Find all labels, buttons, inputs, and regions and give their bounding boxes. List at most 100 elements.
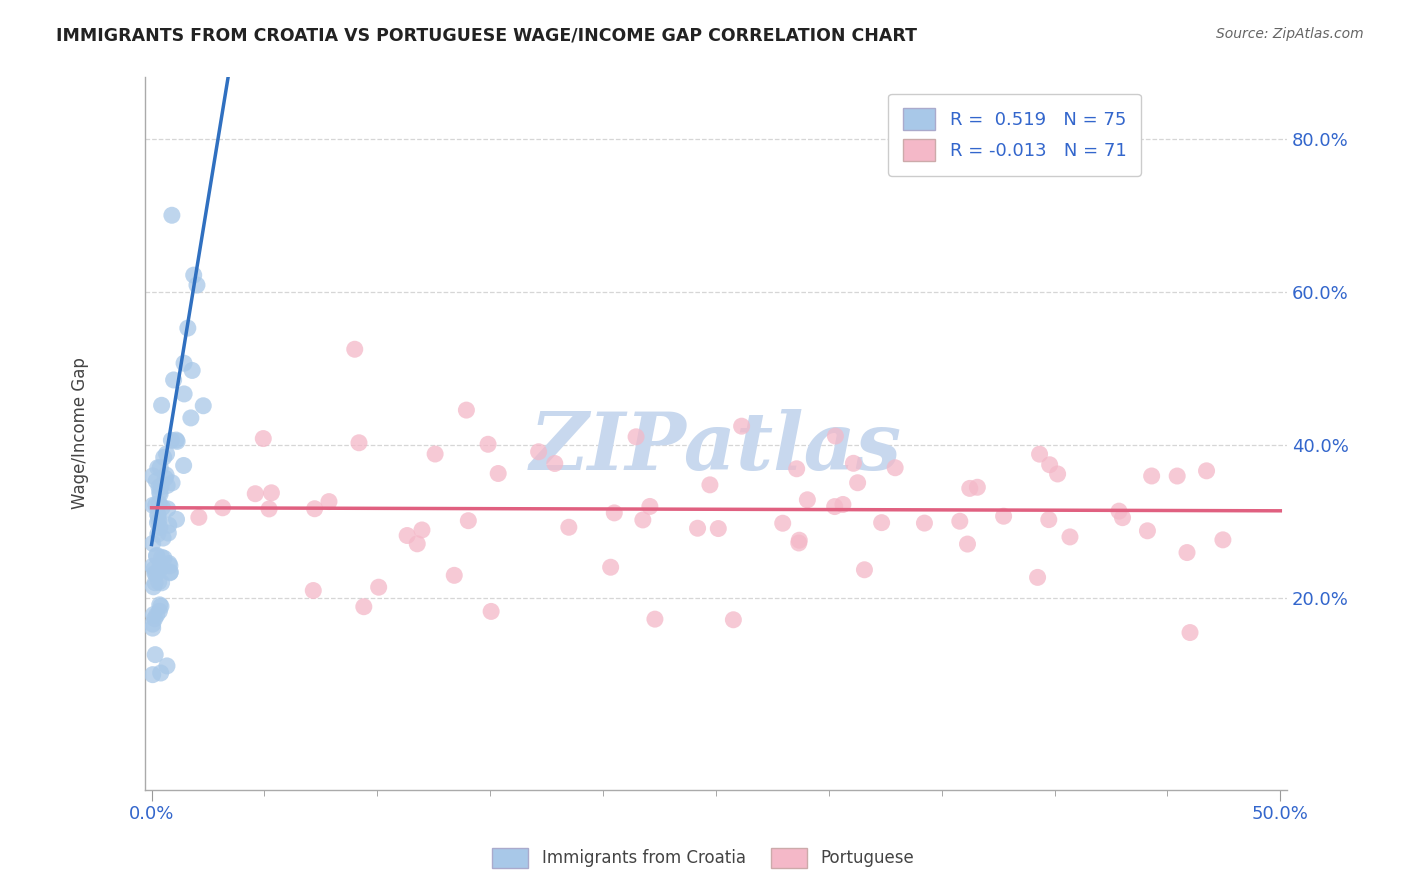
Point	[1026, 570, 1049, 584]
Point	[846, 475, 869, 490]
Point	[145, 549, 167, 563]
Point	[959, 482, 981, 496]
Point	[870, 516, 893, 530]
Point	[145, 474, 167, 488]
Point	[159, 565, 181, 579]
Point	[686, 521, 709, 535]
Point	[544, 457, 567, 471]
Point	[343, 343, 366, 357]
Point	[786, 462, 808, 476]
Point	[149, 562, 172, 576]
Y-axis label: Wage/Income Gap: Wage/Income Gap	[72, 358, 89, 509]
Point	[824, 500, 846, 514]
Point	[149, 484, 172, 499]
Point	[142, 607, 165, 622]
Point	[353, 599, 375, 614]
Point	[1195, 464, 1218, 478]
Point	[145, 549, 167, 564]
Point	[146, 460, 169, 475]
Point	[149, 487, 172, 501]
Point	[142, 617, 165, 632]
Point	[183, 268, 205, 282]
Point	[772, 516, 794, 531]
Point	[157, 526, 180, 541]
Point	[142, 621, 165, 635]
Legend: Immigrants from Croatia, Portuguese: Immigrants from Croatia, Portuguese	[485, 841, 921, 875]
Point	[149, 520, 172, 534]
Point	[149, 665, 172, 680]
Point	[143, 566, 166, 581]
Point	[149, 460, 172, 475]
Point	[347, 435, 370, 450]
Point	[603, 506, 626, 520]
Point	[1108, 504, 1130, 518]
Point	[211, 500, 233, 515]
Point	[146, 527, 169, 541]
Point	[177, 321, 200, 335]
Point	[165, 433, 187, 447]
Point	[245, 486, 267, 500]
Point	[1039, 458, 1062, 472]
Point	[912, 516, 935, 530]
Point	[949, 514, 972, 528]
Point	[159, 566, 181, 580]
Point	[304, 501, 326, 516]
Point	[162, 373, 184, 387]
Point	[1178, 625, 1201, 640]
Point	[142, 580, 165, 594]
Point	[148, 514, 170, 528]
Point	[148, 480, 170, 494]
Point	[443, 568, 465, 582]
Point	[257, 502, 280, 516]
Point	[832, 498, 855, 512]
Text: ZIPatlas: ZIPatlas	[530, 409, 903, 486]
Point	[723, 613, 745, 627]
Point	[143, 575, 166, 590]
Point	[156, 659, 179, 673]
Point	[142, 468, 165, 483]
Point	[318, 494, 340, 508]
Point	[638, 500, 661, 514]
Point	[730, 419, 752, 434]
Point	[966, 480, 988, 494]
Point	[1059, 530, 1081, 544]
Point	[143, 562, 166, 576]
Point	[367, 580, 389, 594]
Point	[148, 496, 170, 510]
Point	[153, 551, 176, 566]
Point	[173, 458, 195, 473]
Point	[150, 550, 173, 565]
Point	[159, 558, 181, 573]
Point	[149, 598, 172, 612]
Point	[181, 363, 204, 377]
Point	[155, 447, 177, 461]
Point	[150, 500, 173, 515]
Point	[486, 467, 509, 481]
Point	[156, 478, 179, 492]
Point	[1028, 447, 1050, 461]
Text: IMMIGRANTS FROM CROATIA VS PORTUGUESE WAGE/INCOME GAP CORRELATION CHART: IMMIGRANTS FROM CROATIA VS PORTUGUESE WA…	[56, 27, 917, 45]
Point	[146, 508, 169, 523]
Point	[787, 533, 810, 548]
Point	[1166, 469, 1188, 483]
Point	[173, 387, 195, 401]
Point	[186, 278, 208, 293]
Point	[143, 612, 166, 626]
Point	[824, 429, 846, 443]
Point	[456, 403, 478, 417]
Point	[842, 456, 865, 470]
Legend: R =  0.519   N = 75, R = -0.013   N = 71: R = 0.519 N = 75, R = -0.013 N = 71	[889, 94, 1142, 176]
Point	[146, 516, 169, 530]
Point	[558, 520, 581, 534]
Point	[146, 508, 169, 522]
Point	[155, 468, 177, 483]
Text: Source: ZipAtlas.com: Source: ZipAtlas.com	[1216, 27, 1364, 41]
Point	[260, 485, 283, 500]
Point	[150, 398, 173, 412]
Point	[993, 509, 1015, 524]
Point	[193, 399, 215, 413]
Point	[707, 522, 730, 536]
Point	[956, 537, 979, 551]
Point	[1175, 545, 1198, 559]
Point	[477, 437, 499, 451]
